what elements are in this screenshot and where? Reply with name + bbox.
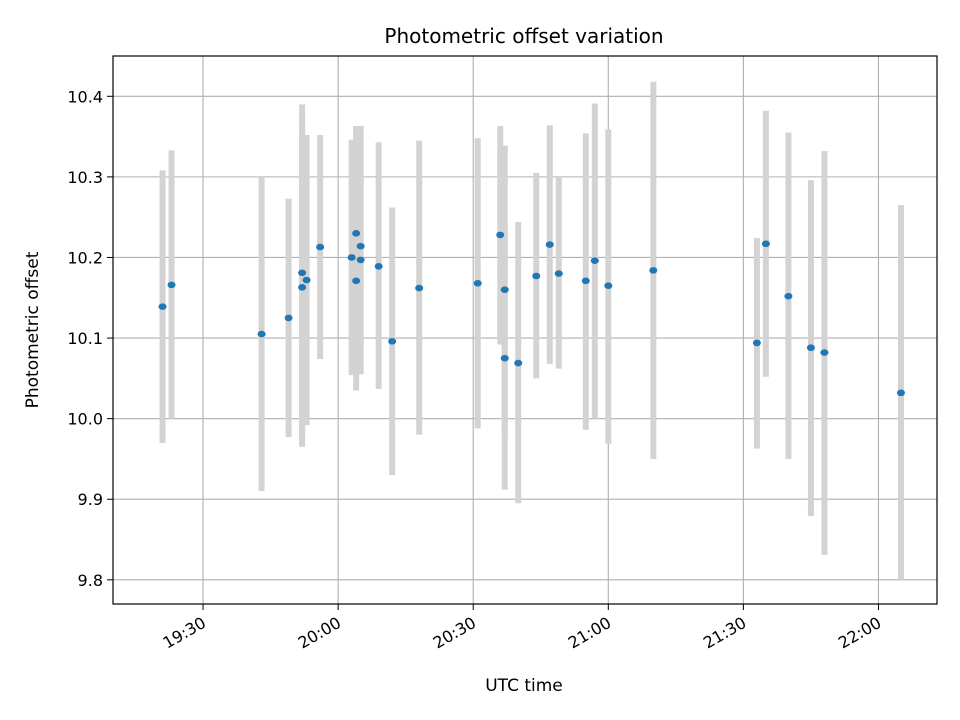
data-point bbox=[352, 277, 361, 285]
y-axis: 9.8 9.9 10.0 10.1 10.2 10.3 10.4 bbox=[67, 87, 113, 590]
y-tick-label: 10.1 bbox=[67, 329, 103, 348]
y-tick-label: 9.8 bbox=[78, 571, 103, 590]
x-tick-label: 22:00 bbox=[835, 613, 884, 653]
y-tick-label: 9.9 bbox=[78, 490, 103, 509]
data-point bbox=[356, 256, 365, 264]
data-points bbox=[158, 229, 905, 397]
data-point bbox=[302, 276, 311, 284]
data-point bbox=[514, 359, 523, 367]
x-axis-label: UTC time bbox=[485, 676, 563, 696]
x-tick-label: 19:30 bbox=[160, 613, 209, 653]
data-point bbox=[500, 354, 509, 362]
y-tick-label: 10.4 bbox=[67, 87, 103, 106]
data-point bbox=[532, 272, 541, 280]
error-bars bbox=[159, 81, 904, 580]
y-tick-label: 10.2 bbox=[67, 248, 103, 267]
data-point bbox=[496, 231, 505, 239]
data-point bbox=[298, 283, 307, 291]
y-axis-label: Photometric offset bbox=[23, 251, 43, 408]
data-point bbox=[896, 389, 905, 397]
data-point bbox=[581, 277, 590, 285]
data-point bbox=[554, 270, 563, 277]
x-tick-label: 21:00 bbox=[565, 613, 614, 653]
data-point bbox=[316, 243, 325, 251]
data-point bbox=[158, 303, 167, 310]
data-point bbox=[761, 240, 770, 248]
data-point bbox=[806, 344, 815, 352]
data-point bbox=[415, 284, 424, 292]
x-tick-label: 21:30 bbox=[700, 613, 749, 653]
x-tick-label: 20:00 bbox=[295, 613, 344, 653]
data-point bbox=[784, 292, 793, 300]
data-point bbox=[374, 263, 383, 270]
data-point bbox=[167, 281, 176, 289]
plot-frame bbox=[112, 55, 938, 605]
data-point bbox=[820, 349, 829, 356]
data-point bbox=[590, 257, 599, 264]
chart-title: Photometric offset variation bbox=[384, 24, 663, 48]
y-tick-label: 10.0 bbox=[67, 410, 103, 429]
data-point bbox=[352, 229, 361, 237]
data-point bbox=[473, 279, 482, 287]
data-point bbox=[649, 267, 658, 274]
grid-lines bbox=[113, 56, 937, 604]
data-point bbox=[500, 286, 509, 294]
y-tick-label: 10.3 bbox=[67, 168, 103, 187]
data-point bbox=[545, 241, 554, 248]
data-point bbox=[356, 242, 365, 250]
data-point bbox=[347, 254, 356, 261]
data-point bbox=[388, 337, 397, 345]
data-point bbox=[298, 269, 307, 277]
data-point bbox=[257, 330, 266, 338]
x-tick-label: 20:30 bbox=[430, 613, 479, 653]
x-axis: 19:30 20:00 20:30 21:00 21:30 22:00 bbox=[160, 604, 884, 653]
data-point bbox=[752, 339, 761, 347]
data-point bbox=[604, 282, 613, 289]
data-point bbox=[284, 314, 293, 322]
